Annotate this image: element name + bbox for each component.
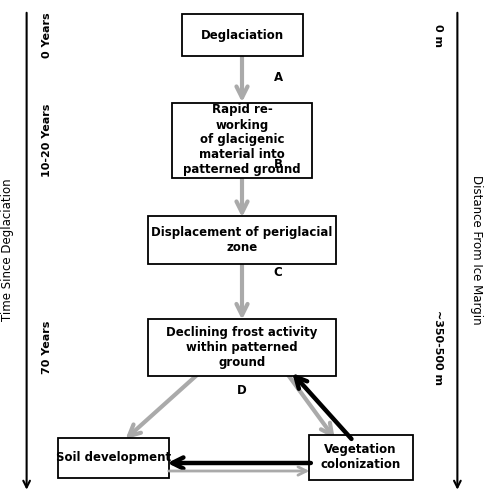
Text: B: B: [273, 158, 283, 170]
Text: D: D: [237, 384, 247, 398]
Text: A: A: [273, 71, 283, 84]
Text: 0 Years: 0 Years: [43, 12, 52, 58]
Text: 70 Years: 70 Years: [43, 321, 52, 374]
Text: 10-20 Years: 10-20 Years: [43, 104, 52, 176]
Text: Time Since Deglaciation: Time Since Deglaciation: [1, 178, 14, 322]
Text: Deglaciation: Deglaciation: [200, 28, 284, 42]
Text: 0 m: 0 m: [433, 24, 443, 46]
Text: Rapid re-
working
of glacigenic
material into
patterned ground: Rapid re- working of glacigenic material…: [183, 104, 301, 176]
Text: Soil development: Soil development: [56, 451, 171, 464]
FancyBboxPatch shape: [309, 435, 412, 480]
Text: ~350-500 m: ~350-500 m: [433, 310, 443, 385]
Text: Displacement of periglacial
zone: Displacement of periglacial zone: [151, 226, 333, 254]
FancyBboxPatch shape: [148, 319, 336, 376]
Text: Declining frost activity
within patterned
ground: Declining frost activity within patterne…: [166, 326, 318, 369]
FancyBboxPatch shape: [58, 438, 169, 478]
Text: C: C: [273, 266, 282, 278]
Text: Vegetation
colonization: Vegetation colonization: [320, 444, 401, 471]
FancyBboxPatch shape: [182, 14, 302, 56]
FancyBboxPatch shape: [148, 216, 336, 264]
FancyBboxPatch shape: [172, 102, 312, 178]
Text: Distance From Ice Margin: Distance From Ice Margin: [470, 175, 483, 325]
